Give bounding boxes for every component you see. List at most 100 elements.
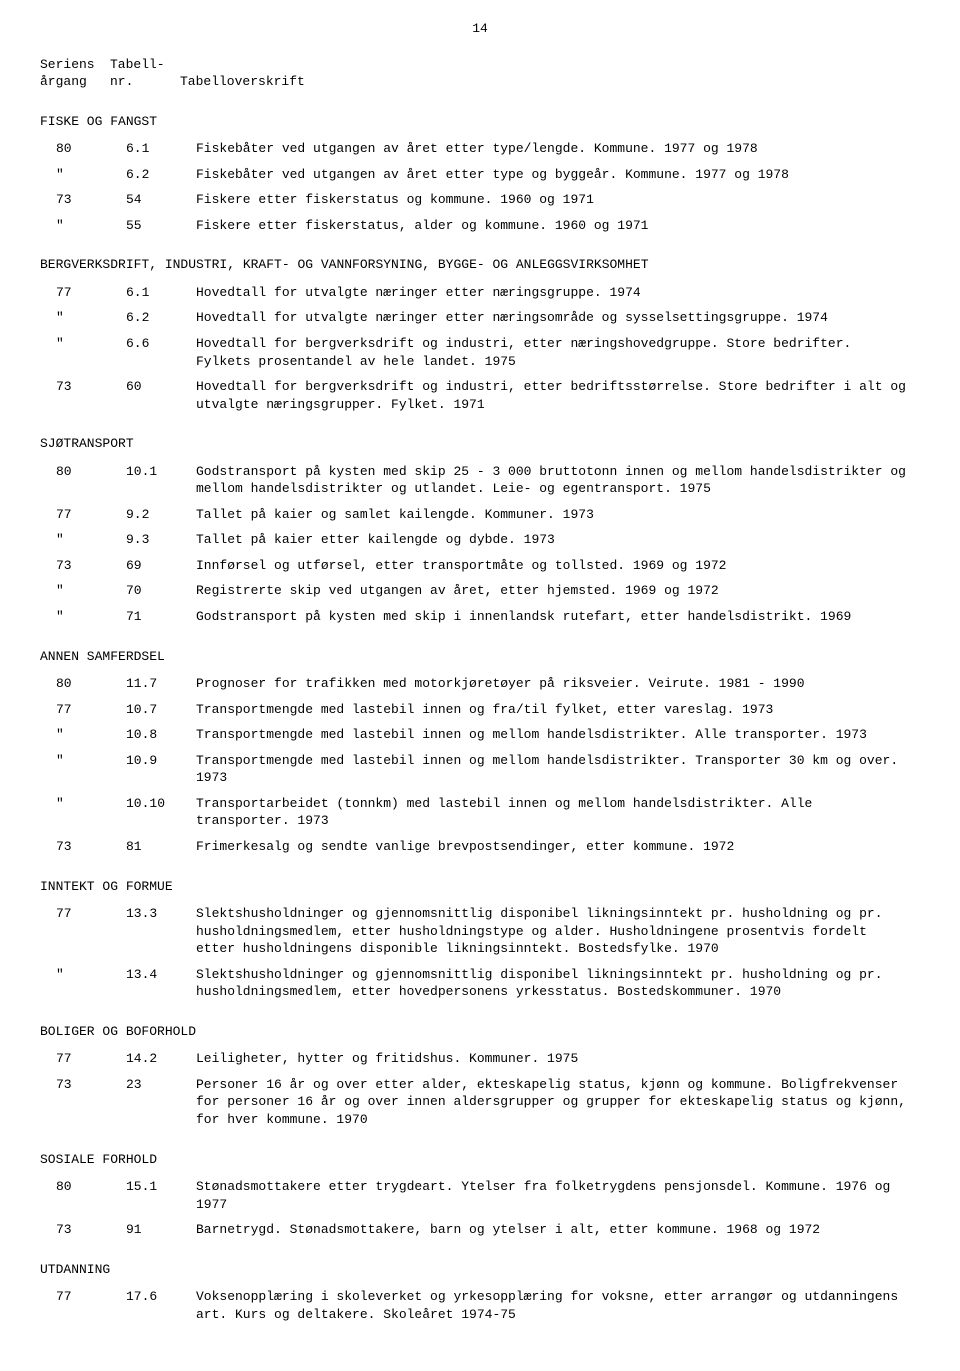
cell-nr: 9.2 <box>126 506 196 524</box>
cell-aargang: 73 <box>40 378 126 413</box>
cell-aargang: 80 <box>40 140 126 158</box>
cell-text: Hovedtall for bergverksdrift og industri… <box>196 378 920 413</box>
cell-text: Godstransport på kysten med skip i innen… <box>196 608 920 626</box>
table-row: "10.9Transportmengde med lastebil innen … <box>40 752 920 787</box>
cell-nr: 11.7 <box>126 675 196 693</box>
table-row: 8011.7Prognoser for trafikken med motork… <box>40 675 920 693</box>
cell-nr: 10.7 <box>126 701 196 719</box>
cell-nr: 10.9 <box>126 752 196 787</box>
header-text: Tabell- <box>110 57 165 72</box>
cell-text: Barnetrygd. Stønadsmottakere, barn og yt… <box>196 1221 920 1239</box>
cell-aargang: 77 <box>40 506 126 524</box>
header-text: nr. <box>110 74 133 89</box>
cell-aargang: " <box>40 752 126 787</box>
cell-text: Voksenopplæring i skoleverket og yrkesop… <box>196 1288 920 1323</box>
section-title: SJØTRANSPORT <box>40 435 920 453</box>
table-row: "9.3Tallet på kaier etter kailengde og d… <box>40 531 920 549</box>
cell-text: Fiskere etter fiskerstatus, alder og kom… <box>196 217 920 235</box>
cell-nr: 6.1 <box>126 284 196 302</box>
table-row: "6.2Fiskebåter ved utgangen av året ette… <box>40 166 920 184</box>
cell-nr: 55 <box>126 217 196 235</box>
cell-text: Transportmengde med lastebil innen og me… <box>196 752 920 787</box>
cell-aargang: 73 <box>40 557 126 575</box>
cell-nr: 17.6 <box>126 1288 196 1323</box>
cell-nr: 81 <box>126 838 196 856</box>
cell-text: Fiskere etter fiskerstatus og kommune. 1… <box>196 191 920 209</box>
cell-nr: 23 <box>126 1076 196 1129</box>
cell-text: Stønadsmottakere etter trygdeart. Ytelse… <box>196 1178 920 1213</box>
cell-nr: 15.1 <box>126 1178 196 1213</box>
cell-aargang: 77 <box>40 701 126 719</box>
cell-aargang: " <box>40 217 126 235</box>
table-row: 776.1Hovedtall for utvalgte næringer ett… <box>40 284 920 302</box>
cell-text: Registrerte skip ved utgangen av året, e… <box>196 582 920 600</box>
cell-nr: 9.3 <box>126 531 196 549</box>
cell-nr: 10.8 <box>126 726 196 744</box>
cell-text: Hovedtall for utvalgte næringer etter næ… <box>196 309 920 327</box>
table-row: "71Godstransport på kysten med skip i in… <box>40 608 920 626</box>
table-row: 7369Innførsel og utførsel, etter transpo… <box>40 557 920 575</box>
cell-aargang: " <box>40 166 126 184</box>
cell-nr: 6.2 <box>126 309 196 327</box>
cell-aargang: " <box>40 582 126 600</box>
cell-text: Hovedtall for bergverksdrift og industri… <box>196 335 920 370</box>
table-row: 8015.1Stønadsmottakere etter trygdeart. … <box>40 1178 920 1213</box>
cell-nr: 13.4 <box>126 966 196 1001</box>
cell-text: Slektshusholdninger og gjennomsnittlig d… <box>196 966 920 1001</box>
table-row: 779.2Tallet på kaier og samlet kailengde… <box>40 506 920 524</box>
table-row: 7381Frimerkesalg og sendte vanlige brevp… <box>40 838 920 856</box>
page-number: 14 <box>40 20 920 38</box>
cell-aargang: 73 <box>40 1221 126 1239</box>
cell-aargang: " <box>40 966 126 1001</box>
header-col-aargang: Seriens årgang <box>40 56 110 91</box>
cell-aargang: 73 <box>40 1076 126 1129</box>
cell-nr: 10.10 <box>126 795 196 830</box>
cell-nr: 54 <box>126 191 196 209</box>
cell-nr: 14.2 <box>126 1050 196 1068</box>
cell-text: Transportmengde med lastebil innen og me… <box>196 726 920 744</box>
cell-nr: 13.3 <box>126 905 196 958</box>
section-title: SOSIALE FORHOLD <box>40 1151 920 1169</box>
table-row: 8010.1Godstransport på kysten med skip 2… <box>40 463 920 498</box>
section-title: ANNEN SAMFERDSEL <box>40 648 920 666</box>
cell-nr: 6.2 <box>126 166 196 184</box>
header-text: Tabelloverskrift <box>180 74 305 89</box>
cell-aargang: 77 <box>40 1288 126 1323</box>
cell-aargang: " <box>40 608 126 626</box>
section-title: FISKE OG FANGST <box>40 113 920 131</box>
table-row: 7717.6Voksenopplæring i skoleverket og y… <box>40 1288 920 1323</box>
header-col-nr: Tabell- nr. <box>110 56 180 91</box>
cell-text: Godstransport på kysten med skip 25 - 3 … <box>196 463 920 498</box>
cell-text: Tallet på kaier etter kailengde og dybde… <box>196 531 920 549</box>
cell-nr: 60 <box>126 378 196 413</box>
cell-text: Transportmengde med lastebil innen og fr… <box>196 701 920 719</box>
table-row: "10.8Transportmengde med lastebil innen … <box>40 726 920 744</box>
cell-aargang: " <box>40 309 126 327</box>
cell-nr: 6.1 <box>126 140 196 158</box>
header-text: Seriens <box>40 57 95 72</box>
table-row: "13.4Slektshusholdninger og gjennomsnitt… <box>40 966 920 1001</box>
cell-aargang: " <box>40 531 126 549</box>
cell-text: Transportarbeidet (tonnkm) med lastebil … <box>196 795 920 830</box>
table-row: 7354Fiskere etter fiskerstatus og kommun… <box>40 191 920 209</box>
cell-text: Innførsel og utførsel, etter transportmå… <box>196 557 920 575</box>
cell-nr: 69 <box>126 557 196 575</box>
table-row: "6.6Hovedtall for bergverksdrift og indu… <box>40 335 920 370</box>
page: 14 Seriens årgang Tabell- nr. Tabellover… <box>0 0 960 1371</box>
cell-text: Fiskebåter ved utgangen av året etter ty… <box>196 140 920 158</box>
table-row: 7714.2Leiligheter, hytter og fritidshus.… <box>40 1050 920 1068</box>
table-row: 7391Barnetrygd. Stønadsmottakere, barn o… <box>40 1221 920 1239</box>
cell-aargang: " <box>40 335 126 370</box>
header-text: årgang <box>40 74 87 89</box>
cell-aargang: 73 <box>40 838 126 856</box>
cell-text: Fiskebåter ved utgangen av året etter ty… <box>196 166 920 184</box>
table-row: 7360Hovedtall for bergverksdrift og indu… <box>40 378 920 413</box>
cell-aargang: 77 <box>40 905 126 958</box>
cell-aargang: 80 <box>40 1178 126 1213</box>
cell-aargang: 77 <box>40 1050 126 1068</box>
cell-nr: 71 <box>126 608 196 626</box>
section-title: INNTEKT OG FORMUE <box>40 878 920 896</box>
table-row: "6.2Hovedtall for utvalgte næringer ette… <box>40 309 920 327</box>
cell-aargang: 73 <box>40 191 126 209</box>
sections-container: FISKE OG FANGST806.1Fiskebåter ved utgan… <box>40 113 920 1324</box>
